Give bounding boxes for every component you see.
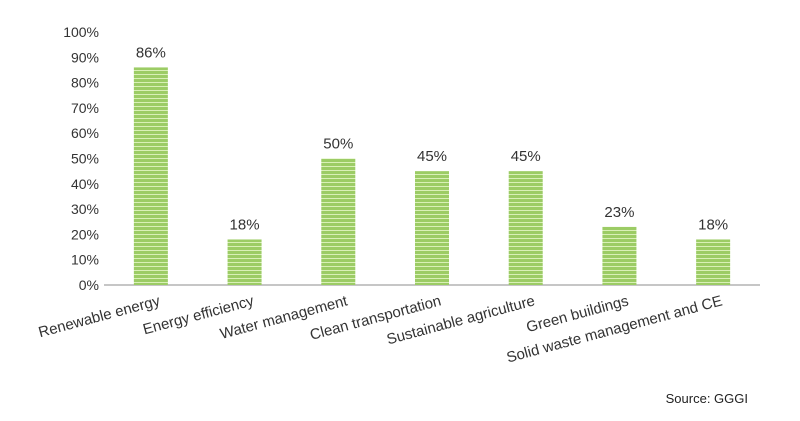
data-label: 45% xyxy=(417,148,447,165)
bar xyxy=(321,158,356,285)
data-label: 18% xyxy=(698,216,728,233)
y-tick-label: 50% xyxy=(71,151,99,167)
y-tick-label: 100% xyxy=(63,24,99,40)
data-label: 50% xyxy=(323,136,353,153)
y-axis: 0% 10% 20% 30% 40% 50% 60% 70% 80% 90% 100% xyxy=(63,24,760,293)
bar xyxy=(602,226,637,285)
y-tick-label: 20% xyxy=(71,226,99,242)
data-label: 45% xyxy=(511,148,541,165)
y-tick-label: 60% xyxy=(71,125,99,141)
data-label: 18% xyxy=(230,216,260,233)
bar xyxy=(133,67,168,285)
bar xyxy=(508,171,543,285)
bar xyxy=(696,239,731,285)
y-tick-label: 10% xyxy=(71,252,99,268)
bar xyxy=(415,171,449,285)
data-label: 86% xyxy=(136,44,166,61)
y-tick-label: 0% xyxy=(79,277,99,293)
y-tick-label: 90% xyxy=(71,49,99,65)
source-label: Source: GGGI xyxy=(665,391,748,406)
bars xyxy=(133,67,731,285)
bar xyxy=(227,239,262,285)
y-tick-label: 30% xyxy=(71,201,99,217)
y-tick-label: 70% xyxy=(71,100,99,116)
data-label: 23% xyxy=(604,204,634,221)
y-tick-label: 40% xyxy=(71,176,99,192)
y-tick-label: 80% xyxy=(71,75,99,91)
data-labels: 86% 18% 50% 45% 45% 23% 18% xyxy=(136,44,728,233)
